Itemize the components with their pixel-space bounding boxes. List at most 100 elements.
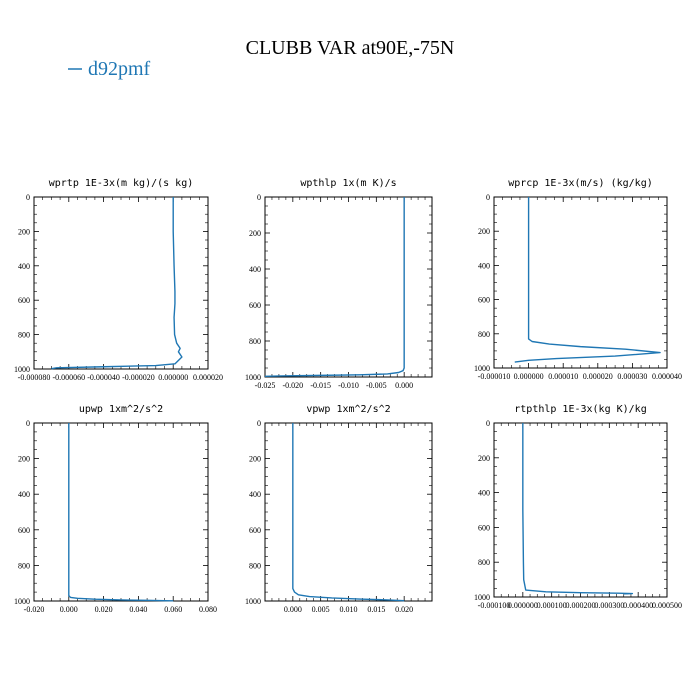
panel-title: wpthlp 1x(m K)/s [300,178,396,189]
x-tick-label: 0.000200 [566,601,596,610]
y-tick-label: 0 [257,193,261,202]
plot-frame [264,196,433,378]
x-tick-label: 0.000400 [623,601,653,610]
series-line [68,423,174,602]
y-tick-label: 400 [18,490,30,499]
y-tick-label: 800 [18,331,30,340]
panel-1: wprtp 1E-3x(m kg)/(s kg)-0.000080 -0.0000… [14,178,223,382]
x-tick-label: 0.040 [129,605,147,614]
panel-6: rtpthlp 1E-3x(kg K)/kg-0.0001000.0000000… [474,404,682,610]
x-tick-label: -0.000060 [52,373,85,382]
x-tick-label: 0.000300 [594,601,624,610]
x-tick-label: 0.000040 [652,372,682,381]
x-tick-label: 0.000 [284,605,302,614]
x-tick-label: 0.060 [164,605,182,614]
panel-title: wprtp 1E-3x(m kg)/(s kg) [49,178,194,189]
x-tick-label: 0.000 [395,381,413,390]
plot-frame [33,422,209,602]
y-tick-label: 200 [18,227,30,236]
y-tick-label: 600 [18,296,30,305]
y-tick-label: 1000 [14,597,30,606]
x-tick-label: 0.015 [367,605,385,614]
x-tick-label: 0.000020 [583,372,613,381]
y-tick-label: 200 [18,455,30,464]
y-tick-label: 0 [486,419,490,428]
y-tick-label: 1000 [245,597,261,606]
x-tick-label: -0.020 [282,381,303,390]
series-line [264,197,405,377]
panel-3: wprcp 1E-3x(m/s) (kg/kg) -0.000010 0.00000… [474,178,682,381]
y-tick-label: 0 [26,419,30,428]
panel-title: rtpthlp 1E-3x(kg K)/kg [514,404,646,415]
x-tick-label: -0.000010 [478,372,511,381]
x-tick-label: -0.020 [24,605,45,614]
x-tick-label: 0.000 [60,605,78,614]
series-line [522,423,634,595]
y-tick-label: 200 [249,455,261,464]
x-tick-label: 0.000020 [193,373,223,382]
y-tick-label: 1000 [474,364,490,373]
y-tick-label: 600 [249,301,261,310]
y-tick-label: 600 [18,526,30,535]
y-tick-label: 0 [26,193,30,202]
x-tick-label: 0.005 [312,605,330,614]
x-tick-label: -0.025 [255,381,276,390]
y-tick-label: 1000 [474,593,490,602]
plot-frame [264,422,433,602]
x-tick-label: 0.000100 [537,601,567,610]
x-tick-label: -0.005 [366,381,387,390]
x-tick-label: 0.000500 [652,601,682,610]
plot-frame [493,196,668,369]
series-line [292,423,405,602]
panels-container: wprtp 1E-3x(m kg)/(s kg)-0.000080 -0.0000… [14,178,682,614]
x-tick-label: 0.000000 [508,601,538,610]
y-tick-label: 800 [478,330,490,339]
panel-title: wprcp 1E-3x(m/s) (kg/kg) [508,178,653,189]
x-tick-label: 0.020 [95,605,113,614]
y-tick-label: 1000 [14,365,30,374]
y-tick-label: 1000 [245,373,261,382]
y-tick-label: 800 [249,561,261,570]
x-tick-label: 0.020 [395,605,413,614]
x-tick-label: -0.000080 [18,373,51,382]
x-tick-label: 0.080 [199,605,217,614]
y-tick-label: 600 [478,523,490,532]
y-tick-label: 600 [478,296,490,305]
y-tick-label: 400 [478,261,490,270]
x-tick-label: -0.000040 [87,373,120,382]
y-tick-label: 400 [478,489,490,498]
panel-5: vpwp 1xm^2/s^2 0.000 0.005 0.010 0.015 0.020 0… [245,404,433,614]
y-tick-label: 0 [486,193,490,202]
x-tick-label: 0.000010 [548,372,578,381]
y-tick-label: 800 [478,558,490,567]
panel-title: vpwp 1xm^2/s^2 [306,404,390,415]
panel-title: upwp 1xm^2/s^2 [79,404,163,415]
plot-frame [493,422,668,598]
panel-4: upwp 1xm^2/s^2 -0.020 0.000 0.020 0.040 0.060… [14,404,217,614]
x-tick-label: -0.000020 [122,373,155,382]
figure-title: CLUBB VAR at90E,-75N [246,37,455,59]
y-tick-label: 200 [478,454,490,463]
y-tick-label: 800 [18,561,30,570]
y-tick-label: 200 [249,229,261,238]
y-tick-label: 800 [249,337,261,346]
legend: d92pmf [68,58,151,80]
x-tick-label: -0.015 [310,381,331,390]
plot-frame [33,196,209,370]
y-tick-label: 400 [249,490,261,499]
y-tick-label: 600 [249,526,261,535]
y-tick-label: 0 [257,419,261,428]
x-tick-label: 0.000030 [617,372,647,381]
x-tick-label: -0.010 [338,381,359,390]
x-tick-label: 0.010 [340,605,358,614]
legend-label: d92pmf [88,58,151,80]
panel-2: wpthlp 1x(m K)/s -0.025 -0.020 -0.015 -0.010… [245,178,433,390]
x-tick-label: 0.000000 [514,372,544,381]
y-tick-label: 400 [18,262,30,271]
x-tick-label: -0.000100 [478,601,511,610]
x-tick-label: 0.000000 [158,373,188,382]
y-tick-label: 400 [249,265,261,274]
series-line [51,197,183,370]
y-tick-label: 200 [478,227,490,236]
